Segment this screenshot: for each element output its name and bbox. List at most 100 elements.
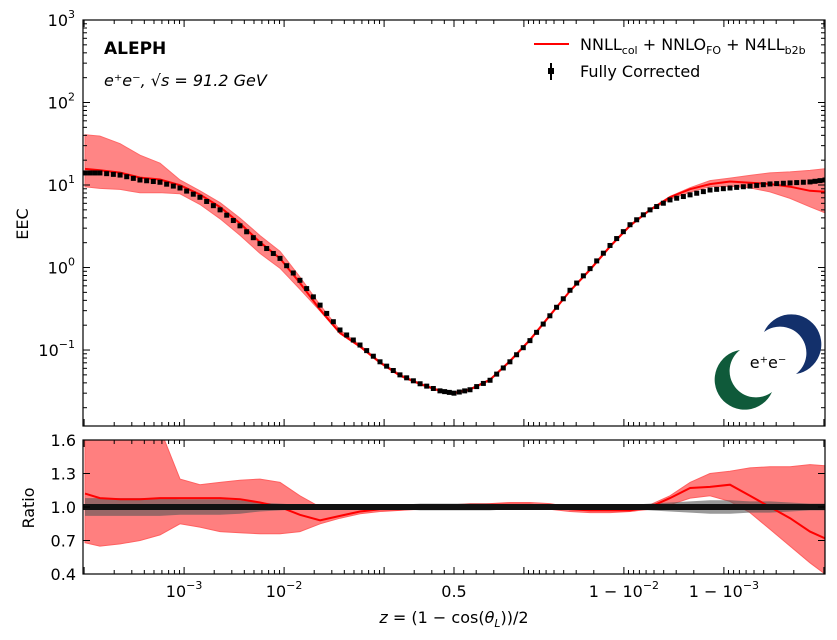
data-point (527, 338, 533, 344)
data-point (87, 170, 93, 176)
data-point (264, 246, 270, 252)
data-point (747, 183, 753, 189)
data-point (494, 371, 500, 377)
data-point (83, 170, 88, 176)
ee-logo: e⁺e⁻ (714, 314, 822, 410)
data-point (150, 179, 156, 185)
data-point (177, 185, 183, 191)
ratio-y-tick-label: 1.0 (51, 498, 76, 517)
data-point (357, 342, 363, 348)
data-point (317, 302, 323, 308)
x-tick-label: 10−3 (166, 579, 203, 601)
data-point (197, 194, 203, 200)
data-point (627, 222, 633, 228)
data-point (92, 170, 98, 176)
legend-data-marker (548, 63, 554, 80)
data-point (97, 170, 103, 176)
data-point (417, 381, 423, 387)
data-point (654, 204, 660, 210)
x-tick-label: 10−2 (266, 579, 303, 601)
data-point (467, 387, 473, 393)
data-point (520, 345, 526, 351)
data-point (540, 321, 546, 327)
data-point (130, 175, 136, 181)
process-label: e⁺e⁻, √s = 91.2 GeV (104, 71, 268, 90)
ratio-y-tick-label: 0.4 (51, 565, 76, 584)
data-point (607, 242, 613, 248)
data-point (237, 223, 243, 229)
data-point (137, 177, 143, 183)
data-point (446, 389, 452, 395)
ratio-y-tick-label: 1.6 (51, 431, 76, 450)
data-point (680, 194, 686, 200)
data-point (424, 383, 430, 389)
data-point (660, 200, 666, 206)
data-point (674, 195, 680, 201)
data-point (774, 181, 780, 187)
data-point (297, 277, 303, 283)
data-point (500, 365, 506, 371)
data-point (487, 377, 493, 383)
legend: NNLLcol + NNLOFO + N4LLb2b Fully Correct… (534, 35, 806, 81)
data-point (404, 375, 410, 381)
data-point (480, 380, 486, 386)
data-point (451, 390, 457, 396)
data-point (547, 313, 553, 319)
data-point (714, 186, 720, 192)
data-point (397, 372, 403, 378)
data-point (290, 270, 296, 276)
data-point (204, 198, 210, 204)
theory-band-main (84, 134, 825, 395)
data-point (224, 212, 230, 218)
data-ratio-points (83, 504, 825, 510)
data-point (614, 236, 620, 242)
data-point (410, 378, 416, 384)
ratio-y-tick-label: 0.7 (51, 532, 76, 551)
data-point (760, 182, 766, 188)
y-tick-label: 10−1 (38, 338, 75, 360)
data-point (780, 180, 786, 186)
data-point (807, 179, 813, 185)
y-tick-label: 103 (48, 8, 75, 30)
data-point (344, 332, 350, 338)
theory-band-ratio (84, 440, 825, 574)
data-point (720, 186, 726, 192)
x-tick-label: 1 − 10−2 (589, 579, 659, 601)
data-point (514, 352, 520, 358)
data-point (600, 250, 606, 256)
data-point (812, 178, 818, 184)
data-point (580, 273, 586, 279)
ratio-y-tick-label: 1.3 (51, 465, 76, 484)
data-point (430, 385, 436, 391)
data-point (310, 294, 316, 300)
main-y-tick-labels: 103 102 101 100 10−1 (38, 8, 75, 360)
data-point (377, 359, 383, 365)
data-point (462, 388, 468, 394)
data-point (370, 353, 376, 359)
x-tick-label: 0.5 (441, 582, 466, 601)
data-point (270, 250, 276, 256)
data-point (700, 189, 706, 195)
data-point (210, 203, 216, 209)
data-point (456, 389, 462, 395)
data-point (620, 229, 626, 235)
y-tick-label: 101 (48, 173, 75, 195)
data-point (634, 217, 640, 223)
y-axis-label-eec: EEC (13, 208, 32, 239)
x-tick-label: 1 − 10−3 (689, 579, 759, 601)
data-point (740, 184, 746, 190)
legend-data-label: Fully Corrected (580, 62, 700, 81)
data-point (390, 368, 396, 374)
data-point (230, 218, 236, 224)
data-point (170, 183, 176, 189)
data-point (190, 191, 196, 197)
data-point (217, 207, 223, 213)
legend-theory-label: NNLLcol + NNLOFO + N4LLb2b (580, 35, 806, 57)
data-point (117, 172, 123, 178)
y-tick-label: 100 (48, 256, 75, 278)
x-tick-labels: 10−3 10−2 0.5 1 − 10−2 1 − 10−3 (166, 579, 759, 601)
svg-text:e⁺e⁻: e⁺e⁻ (750, 353, 787, 372)
ratio-y-tick-labels: 1.6 1.3 1.0 0.7 0.4 (51, 431, 76, 584)
data-point (474, 384, 480, 390)
